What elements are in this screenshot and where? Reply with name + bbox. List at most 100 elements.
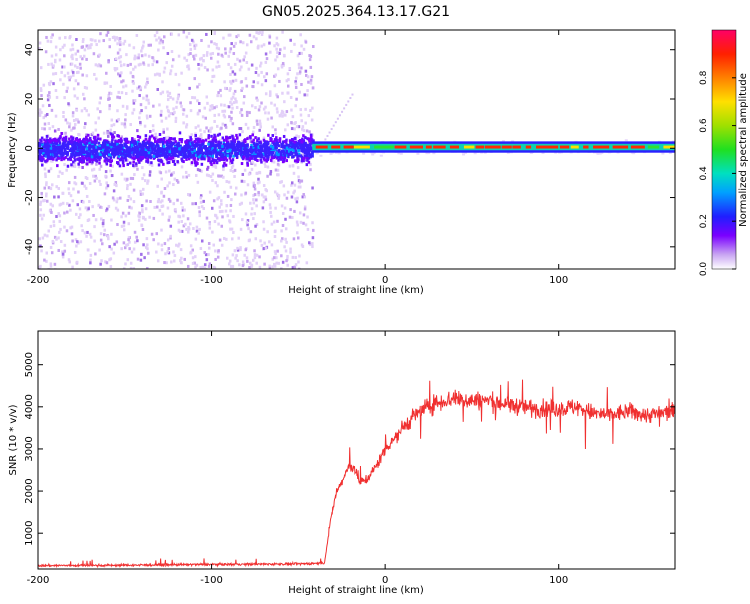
heatmap-cell-noise — [279, 180, 282, 184]
heatmap-cell-band — [73, 144, 76, 148]
heatmap-cell-noise — [43, 186, 46, 190]
heatmap-cell-band — [228, 136, 232, 140]
heatmap-cell-band — [249, 145, 253, 149]
heatmap-cell-band — [181, 146, 185, 150]
heatmap-cell-noise — [269, 92, 272, 96]
heatmap-cell-noise — [186, 65, 189, 69]
heatmap-cell-noise — [188, 193, 192, 197]
heatmap-cell-band — [239, 147, 243, 151]
heatmap-cell-noise — [57, 187, 60, 191]
heatmap-cell-noise — [258, 170, 261, 174]
heatmap-cell-noise — [239, 127, 243, 131]
heatmap-cell-noise — [115, 36, 118, 40]
heatmap-cell-noise — [50, 251, 54, 255]
heatmap-cell-noise — [128, 43, 131, 47]
heatmap-cell-band — [290, 148, 294, 152]
heatmap-cell-band — [141, 156, 145, 160]
heatmap-cell-band — [207, 136, 210, 140]
heatmap-cell-noise — [198, 168, 202, 172]
heatmap-cell-noise — [260, 83, 264, 87]
heatmap-cell-band — [112, 142, 115, 146]
heatmap-cell-noise — [190, 38, 194, 42]
heatmap-cell-noise — [39, 264, 42, 268]
heatmap-cell-noise — [141, 46, 144, 50]
heatmap-cell-band — [211, 144, 214, 148]
heatmap-cell-noise — [204, 253, 208, 257]
x-tick-label: 100 — [549, 575, 568, 586]
heatmap-cell-noise — [273, 44, 276, 48]
heatmap-cell-noise — [76, 96, 79, 100]
heatmap-cell-band — [96, 133, 100, 137]
heatmap-cell-noise — [71, 47, 75, 51]
heatmap-cell-band — [265, 148, 268, 152]
heatmap-cell-noise — [247, 227, 250, 231]
heatmap-cell-noise — [224, 51, 227, 55]
heatmap-cell-band — [170, 156, 173, 160]
heatmap-cell-noise — [141, 215, 145, 219]
heatmap-cell-band — [149, 151, 153, 155]
heatmap-cell-noise — [222, 236, 226, 240]
heatmap-cell-noise — [52, 72, 55, 76]
heatmap-cell-noise — [290, 108, 293, 112]
heatmap-cell-noise — [38, 47, 41, 51]
heatmap-cell-band — [41, 163, 44, 167]
heatmap-cell-noise — [297, 175, 300, 179]
heatmap-cell-band — [302, 143, 306, 147]
heatmap-cell-band — [297, 149, 300, 153]
heatmap-band-core — [583, 145, 589, 149]
heatmap-cell-noise — [216, 60, 220, 64]
heatmap-cell-noise — [183, 208, 186, 212]
heatmap-cell-band — [141, 151, 144, 155]
heatmap-cell-noise — [76, 203, 80, 207]
heatmap-cell-noise — [120, 172, 124, 176]
heatmap-cell-band — [264, 151, 267, 155]
heatmap-cell-noise — [194, 265, 197, 269]
heatmap-cell-noise — [207, 253, 210, 257]
heatmap-cell-noise — [69, 75, 73, 79]
heatmap-cell-band — [98, 161, 101, 165]
heatmap-cell-noise — [213, 31, 217, 35]
heatmap-cell-noise — [189, 250, 193, 254]
heatmap-cell-band — [246, 150, 249, 154]
heatmap-cell-band — [307, 137, 311, 141]
heatmap-cell-noise — [57, 195, 60, 199]
heatmap-cell-band — [44, 154, 48, 158]
heatmap-cell-band — [277, 158, 280, 162]
heatmap-cell-noise — [166, 238, 170, 242]
heatmap-cell-noise — [300, 66, 303, 70]
heatmap-cell-noise — [268, 41, 271, 45]
heatmap-cell-band — [85, 138, 88, 142]
heatmap-cell-noise — [261, 193, 264, 197]
heatmap-cell-noise — [257, 177, 260, 181]
heatmap-cell-band — [95, 139, 98, 143]
heatmap-cell-noise — [309, 81, 313, 85]
heatmap-cell-noise — [166, 90, 169, 94]
heatmap-cell-noise — [170, 260, 173, 264]
heatmap-cell-band — [161, 153, 164, 157]
heatmap-cell-halo — [329, 152, 333, 155]
heatmap-cell-noise — [75, 260, 79, 264]
heatmap-cell-noise — [311, 221, 314, 225]
heatmap-cell-band — [94, 158, 98, 162]
heatmap-cell-noise — [49, 224, 53, 228]
heatmap-cell-noise — [140, 204, 144, 208]
heatmap-cell-band — [251, 154, 255, 158]
heatmap-cell-noise — [141, 208, 144, 212]
heatmap-cell-band — [220, 155, 223, 159]
heatmap-cell-band — [296, 154, 299, 158]
heatmap-cell-band — [168, 156, 171, 160]
heatmap-cell-noise — [185, 227, 188, 231]
heatmap-cell-band — [218, 132, 221, 136]
heatmap-cell-noise — [188, 222, 192, 226]
heatmap-cell-noise — [112, 251, 116, 255]
heatmap-cell-band — [88, 141, 91, 145]
heatmap-cell-band — [66, 146, 70, 150]
heatmap-cell-noise — [145, 94, 149, 98]
heatmap-cell-noise — [253, 249, 256, 253]
heatmap-cell-band — [110, 143, 113, 147]
heatmap-cell-noise — [281, 61, 285, 65]
heatmap-cell-noise — [180, 104, 183, 108]
heatmap-cell-noise — [182, 224, 186, 228]
heatmap-cell-band — [216, 143, 219, 147]
heatmap-cell-noise — [58, 203, 62, 207]
